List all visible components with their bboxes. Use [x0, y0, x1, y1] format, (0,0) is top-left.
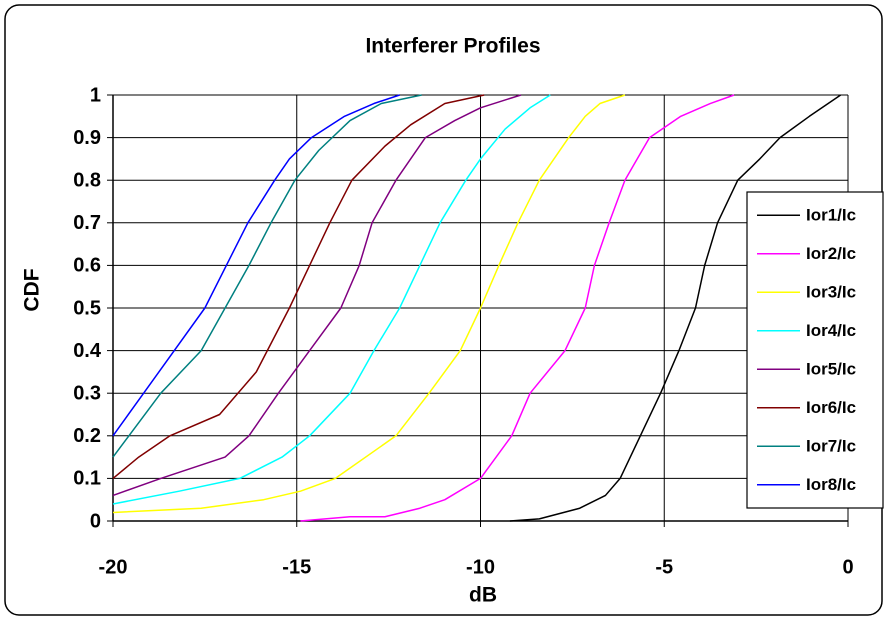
y-tick-label: 0.1 [73, 468, 101, 490]
y-tick-label: 0.3 [73, 382, 101, 404]
series-line [112, 94, 422, 458]
series-line [112, 94, 522, 497]
legend-label: Ior1/Ic [806, 206, 856, 225]
y-tick-label: 0.2 [73, 425, 101, 447]
y-tick-label: 0.4 [73, 340, 102, 362]
x-tick-label: -10 [466, 556, 495, 578]
legend-label: Ior3/Ic [806, 283, 856, 302]
grid: 0 0.1 0.2 0.3 0.4 0.5 0.6 0.7 0.8 0.9 1 -20 -15 -10 -5… [73, 84, 853, 578]
y-tick-label: 0.9 [73, 127, 101, 149]
y-tick-label: 1 [90, 84, 101, 106]
y-tick-label: 0.8 [73, 169, 101, 191]
y-tick-label: 0.5 [73, 297, 101, 319]
y-tick-label: 0.7 [73, 212, 101, 234]
legend-label: Ior5/Ic [806, 360, 856, 379]
y-axis-label: CDF [21, 268, 44, 311]
x-tick-label: 0 [842, 556, 853, 578]
series-line [112, 94, 400, 437]
legend-label: Ior4/Ic [806, 321, 856, 340]
x-tick-label: -5 [655, 556, 673, 578]
series-line [112, 94, 626, 514]
y-tick-label: 0.6 [73, 255, 101, 277]
legend: Ior1/Ic Ior2/Ic Ior3/Ic Ior4/Ic Ior5/Ic Ior6/… [746, 191, 884, 509]
legend-label: Ior2/Ic [806, 244, 856, 263]
legend-label: Ior7/Ic [806, 437, 856, 456]
x-tick-label: -20 [99, 556, 128, 578]
legend-label: Ior6/Ic [806, 398, 856, 417]
series-line [112, 94, 485, 479]
x-axis-label: dB [469, 584, 497, 607]
series-line [300, 94, 735, 522]
legend-label: Ior8/Ic [806, 475, 856, 494]
series-line [509, 94, 842, 522]
y-tick-label: 0 [90, 510, 101, 532]
plot-lines [112, 94, 842, 522]
x-tick-label: -15 [282, 556, 311, 578]
series-line [112, 94, 551, 505]
legend-box [746, 191, 884, 509]
chart-title: Interferer Profiles [365, 35, 540, 58]
